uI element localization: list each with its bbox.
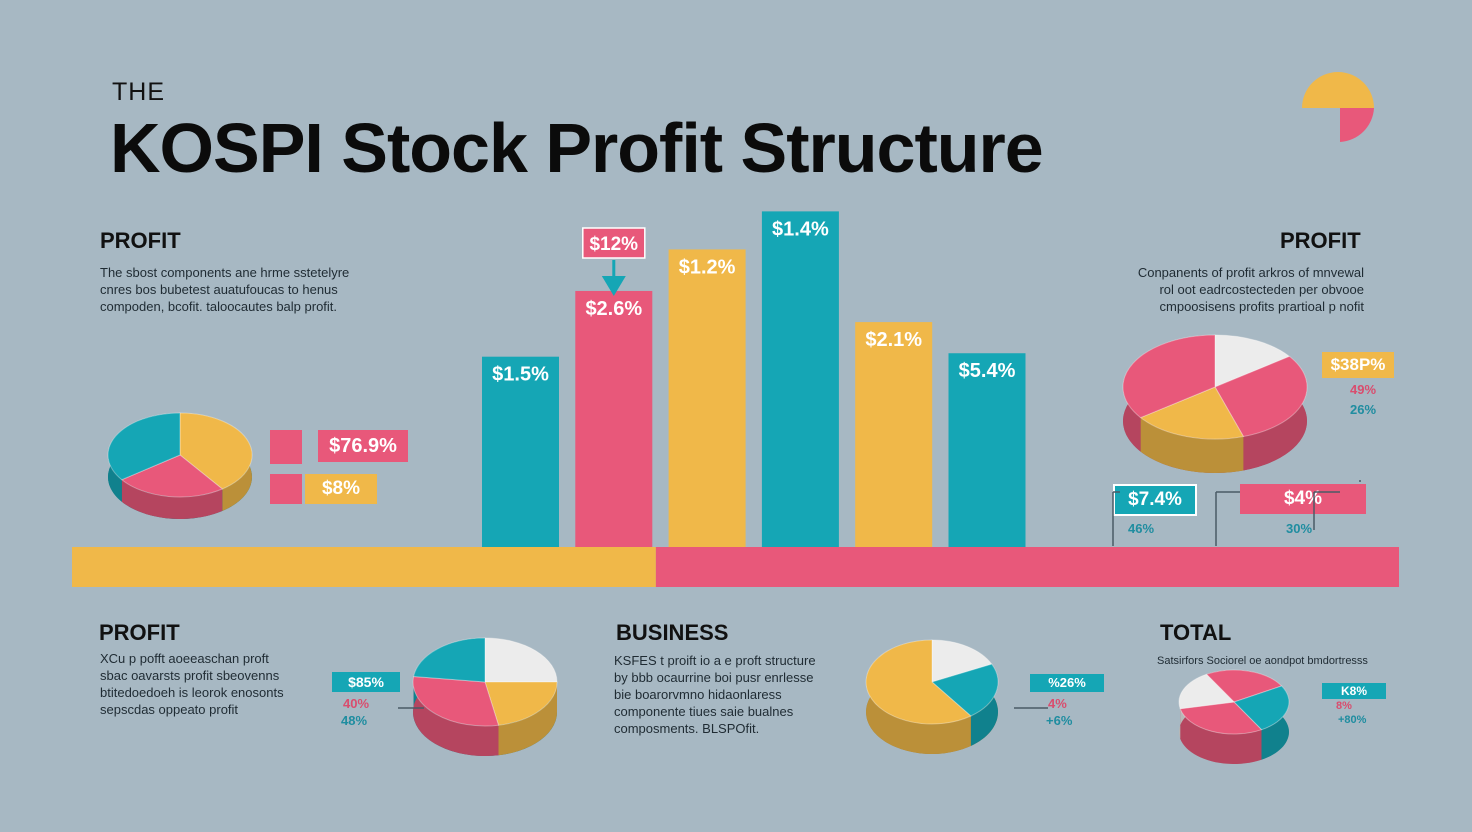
text-line: Satsirfors Sociorel oe aondpot bmdortres…: [1157, 655, 1368, 667]
text-line: cnres bos bubetest auatufoucas to henus: [100, 282, 338, 297]
text-line: The sbost components ane hrme sstetelyre: [100, 265, 350, 280]
section-text-bottom-right: Satsirfors Sociorel oe aondpot bmdortres…: [1157, 653, 1368, 670]
bar-data-label: $2.6%: [585, 298, 642, 320]
pie-slice: [179, 412, 253, 490]
pie-label: $7.4%: [1113, 484, 1197, 516]
pie-slice: [1178, 673, 1236, 710]
pie-slice: [120, 454, 224, 498]
pie-slice: [930, 663, 999, 717]
bar: [668, 249, 746, 547]
pie-slice: [107, 412, 181, 481]
text-line: cmpoosisens profits prartioal p nofit: [1159, 299, 1364, 314]
pie-sublabel: 30%: [1286, 521, 1313, 536]
bar-data-label: $1.4%: [772, 218, 829, 240]
section-heading-bottom-right: TOTAL: [1160, 620, 1232, 645]
bar-data-label: $5.4%: [959, 360, 1016, 382]
text-line: XCu p pofft aoeeaschan proft: [100, 651, 269, 666]
pie-chart-bottom-left: [412, 637, 558, 756]
pie-slice: [1139, 386, 1245, 440]
text-line: bie boarorvmno hidaonlaress: [614, 687, 782, 702]
pie-sublabel: 8%: [1336, 700, 1352, 712]
pie-slice: [1214, 334, 1291, 388]
pie-slice: [1179, 701, 1263, 735]
pie-slice: [412, 637, 486, 683]
pie-sublabel: 40%: [343, 696, 370, 711]
callout-label: $12%: [589, 234, 638, 255]
pie-label: $38P%: [1322, 352, 1394, 378]
pie-slice: [931, 639, 993, 683]
bar: [948, 353, 1026, 547]
pie-sublabel: +80%: [1338, 714, 1367, 726]
connector-lines: [1014, 707, 1048, 709]
text-line: rol oot eadrcostecteden per obvooe: [1159, 282, 1364, 297]
pie-slice-side: [1140, 417, 1244, 473]
pie-slice-side: [498, 682, 557, 756]
bar: [482, 356, 559, 547]
text-line: componente tiues saie bualnes: [614, 704, 794, 719]
section-text-bottom-left: XCu p pofft aoeeaschan proft sbac oavars…: [100, 650, 284, 718]
bar: [761, 211, 839, 547]
section-text-top-left: The sbost components ane hrme sstetelyre…: [100, 264, 349, 315]
section-heading-bottom-middle: BUSINESS: [616, 620, 729, 645]
pie-label: $4%: [1240, 484, 1366, 514]
section-heading-bottom-left: PROFIT: [99, 620, 180, 645]
pie-label: %26%: [1030, 674, 1104, 692]
pie-chart-bottom-middle: [865, 639, 999, 754]
bar-data-label: $1.2%: [679, 256, 736, 278]
text-line: compoden, bcofit. taloocautes balp profi…: [100, 299, 338, 314]
pie-slice: [1233, 685, 1290, 731]
legend-swatch: [270, 474, 302, 504]
axis-band-left: [72, 547, 656, 587]
pie-label: $85%: [332, 672, 400, 692]
pie-slice: [412, 675, 500, 727]
pie-slice: [865, 639, 972, 725]
pie-sublabel: 48%: [341, 713, 368, 728]
section-heading-top-right: PROFIT: [1280, 228, 1361, 253]
pie-slice: [484, 637, 558, 683]
pie-slice-side: [413, 676, 499, 756]
connector-lines: [398, 707, 424, 709]
page-title: KOSPI Stock Profit Structure: [110, 109, 1044, 187]
section-heading-top-left: PROFIT: [100, 228, 181, 253]
bar: [575, 290, 653, 547]
pie-slice-side: [970, 664, 998, 746]
text-line: btitedoedoeh is leorok enosonts: [100, 685, 284, 700]
axis-band-right: [655, 547, 1399, 587]
corner-pie-icon: [1302, 72, 1374, 142]
pie-slice: [484, 681, 558, 726]
pie-sublabel: 46%: [1128, 521, 1155, 536]
pie-chart-left: [107, 412, 253, 519]
arrow-down-icon: [601, 276, 626, 296]
text-line: sbac oavarsts profit sbeovenns: [100, 668, 280, 683]
pie-slice: [1205, 669, 1283, 703]
text-line: KSFES t proift io a e proft structure: [614, 653, 816, 668]
pie-label: $8%: [305, 474, 377, 504]
pie-chart-bottom-right: [1178, 669, 1290, 764]
legend-swatch: [270, 430, 302, 464]
section-text-bottom-middle: KSFES t proift io a e proft structure by…: [614, 652, 816, 737]
bar: [855, 322, 933, 547]
text-line: Conpanents of profit arkros of mnvewal: [1137, 265, 1364, 280]
title-kicker: THE: [112, 78, 165, 106]
pie-sublabel: 26%: [1350, 402, 1377, 417]
pie-slice-side: [1180, 708, 1262, 764]
pie-label: $76.9%: [318, 430, 408, 462]
pie-sublabel: 49%: [1350, 382, 1377, 397]
bar-data-label: $2.1%: [865, 329, 922, 351]
callout-box: [582, 227, 646, 259]
pie-slice-side: [121, 479, 223, 519]
pie-chart-top-right: [1122, 334, 1308, 473]
text-line: by bbb ocaurrine boi pusr enrlesse: [614, 670, 814, 685]
pie-sublabel: +6%: [1046, 713, 1073, 728]
bar-data-label: $1.5%: [492, 364, 549, 386]
pie-slice: [1214, 355, 1308, 438]
pie-sublabel: 4%: [1048, 696, 1067, 711]
connector-lines: [1112, 480, 1361, 546]
section-text-top-right: Conpanents of profit arkros of mnvewal r…: [1138, 264, 1364, 315]
text-line: sepscdas oppeato profit: [100, 702, 239, 717]
pie-label: K8%: [1322, 683, 1386, 699]
text-line: composments. BLSPOfit.: [614, 721, 760, 736]
pie-slice: [1122, 334, 1216, 419]
